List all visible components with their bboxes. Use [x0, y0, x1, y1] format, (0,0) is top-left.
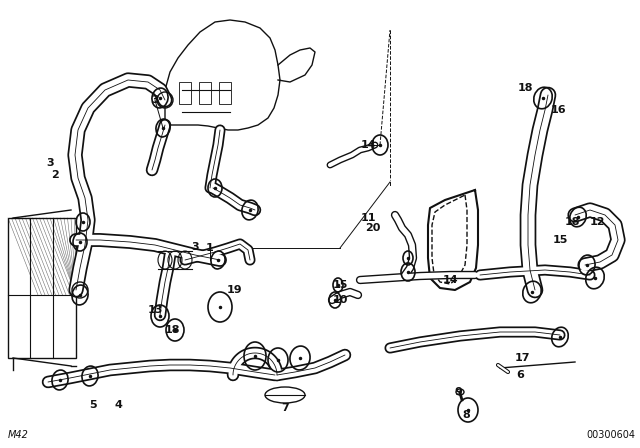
Text: 13: 13 — [147, 305, 163, 315]
Text: 20: 20 — [365, 223, 381, 233]
Text: 5: 5 — [89, 400, 97, 410]
Text: 14: 14 — [442, 275, 458, 285]
Text: 16: 16 — [550, 105, 566, 115]
Text: 11: 11 — [360, 213, 376, 223]
Text: 3: 3 — [151, 95, 159, 105]
Text: 9: 9 — [454, 387, 462, 397]
Text: 4: 4 — [114, 400, 122, 410]
Bar — [199, 82, 211, 104]
Text: 18: 18 — [564, 217, 580, 227]
Text: 6: 6 — [516, 370, 524, 380]
Polygon shape — [165, 20, 280, 130]
Text: 3: 3 — [191, 242, 199, 252]
Text: M42: M42 — [8, 430, 29, 440]
Text: 17: 17 — [515, 353, 530, 363]
Text: 1: 1 — [206, 243, 214, 253]
Text: 14: 14 — [360, 140, 376, 150]
Text: 18: 18 — [164, 325, 180, 335]
Text: 19: 19 — [226, 285, 242, 295]
Text: 12: 12 — [589, 217, 605, 227]
Text: 00300604: 00300604 — [586, 430, 635, 440]
Text: 2: 2 — [51, 170, 59, 180]
Polygon shape — [278, 48, 315, 82]
Text: 10: 10 — [332, 295, 348, 305]
Text: 15: 15 — [552, 235, 568, 245]
Bar — [179, 82, 191, 104]
Text: 7: 7 — [281, 403, 289, 413]
Bar — [219, 82, 231, 104]
Text: 18: 18 — [517, 83, 532, 93]
Text: 15: 15 — [332, 280, 348, 290]
Text: 8: 8 — [462, 410, 470, 420]
Bar — [8, 218, 76, 358]
Text: 3: 3 — [46, 158, 54, 168]
